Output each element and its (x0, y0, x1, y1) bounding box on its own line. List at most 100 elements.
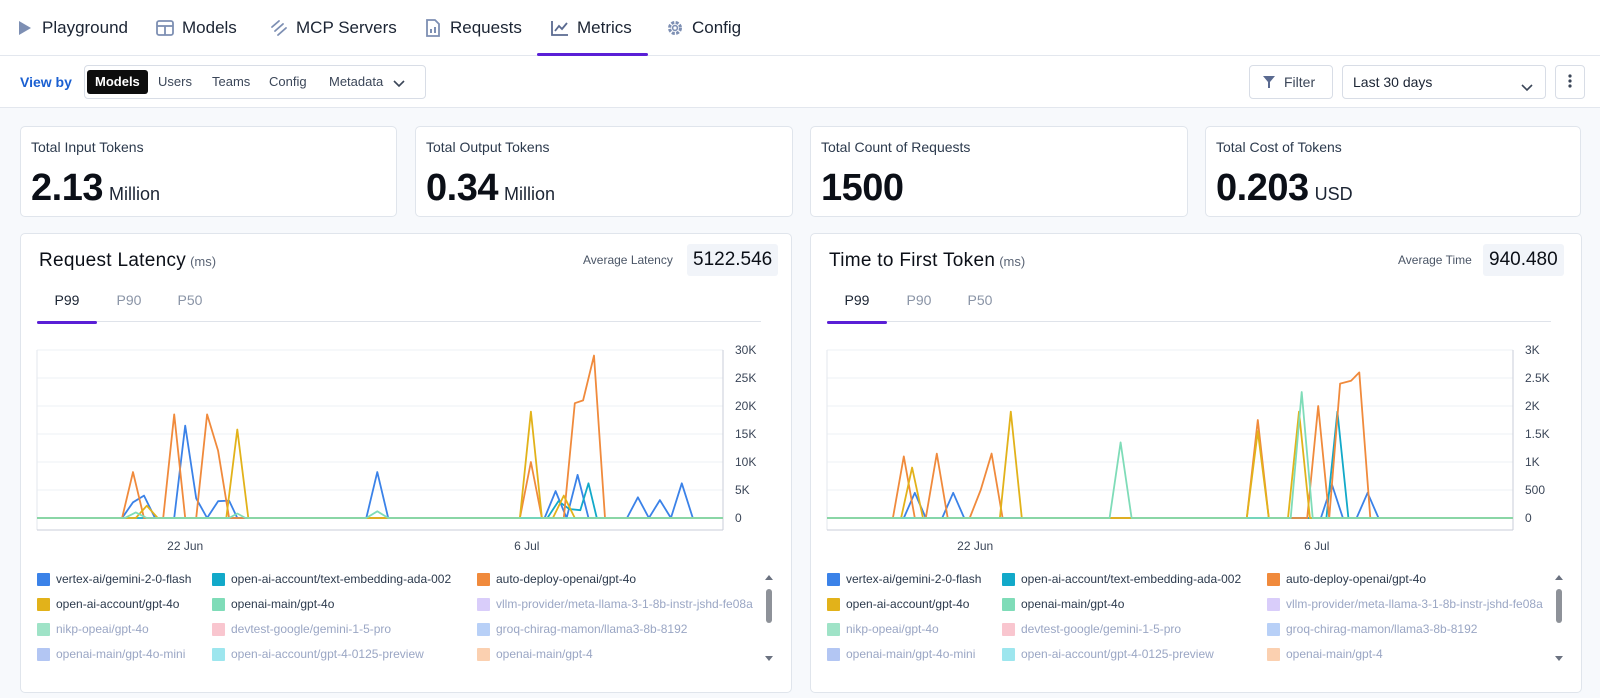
tab-playground[interactable]: Playground (16, 0, 128, 56)
legend-label: openai-main/gpt-4o-mini (56, 647, 186, 661)
legend-label: openai-main/gpt-4o-mini (846, 647, 976, 661)
y-tick-label: 20K (735, 399, 756, 413)
y-tick-label: 2.5K (1525, 371, 1550, 385)
tab-mcp-servers[interactable]: MCP Servers (270, 0, 397, 56)
top-nav: Playground Models MCP Servers Requests M… (0, 0, 1600, 56)
filter-button[interactable]: Filter (1249, 65, 1333, 99)
legend-item[interactable]: devtest-google/gemini-1-5-pro (1002, 622, 1181, 636)
segment-users[interactable]: Users (158, 74, 192, 89)
filter-bar: View by Models Users Teams Config Metada… (0, 56, 1600, 108)
legend-scrollbar[interactable] (763, 573, 775, 663)
tab-config[interactable]: Config (666, 0, 741, 56)
legend-scrollbar[interactable] (1553, 573, 1565, 663)
chart-legend: vertex-ai/gemini-2-0-flash open-ai-accoun… (37, 572, 757, 664)
more-options-button[interactable] (1555, 65, 1585, 99)
legend-item[interactable]: open-ai-account/gpt-4-0125-preview (212, 647, 424, 661)
tab-label: Requests (450, 18, 522, 37)
view-by-label: View by (20, 74, 72, 90)
y-tick-label: 0 (1525, 511, 1532, 525)
percentile-tabs: P99 P90 P50 (37, 282, 761, 324)
grid-icon (156, 19, 174, 37)
ttft-panel: Time to First Token (ms) Average Time 940… (810, 233, 1582, 693)
legend-item[interactable]: vertex-ai/gemini-2-0-flash (827, 572, 981, 586)
scroll-up-icon[interactable] (1555, 575, 1563, 580)
scroll-thumb[interactable] (1556, 589, 1562, 623)
legend-swatch (1267, 597, 1280, 611)
legend-swatch (1002, 597, 1015, 611)
series-line (827, 391, 1513, 519)
series-line (827, 410, 1513, 519)
legend-item[interactable]: open-ai-account/text-embedding-ada-002 (212, 572, 451, 586)
legend-label: open-ai-account/gpt-4o (846, 597, 970, 611)
x-tick-label: 6 Jul (1304, 539, 1329, 553)
y-tick-label: 1.5K (1525, 427, 1550, 441)
filter-label: Filter (1284, 74, 1316, 90)
tab-requests[interactable]: Requests (424, 0, 522, 56)
legend-swatch (1002, 622, 1015, 636)
legend-item[interactable]: nikp-opeai/gpt-4o (827, 622, 939, 636)
legend-item[interactable]: openai-main/gpt-4o-mini (827, 647, 975, 661)
tab-models[interactable]: Models (156, 0, 237, 56)
legend-label: vllm-provider/meta-llama-3-1-8b-instr-js… (496, 597, 753, 611)
series-line (827, 371, 1513, 519)
legend-label: open-ai-account/gpt-4-0125-preview (231, 647, 424, 661)
y-tick-label: 2K (1525, 399, 1540, 413)
segment-teams[interactable]: Teams (212, 74, 251, 89)
legend-item[interactable]: devtest-google/gemini-1-5-pro (212, 622, 391, 636)
tab-label: MCP Servers (296, 18, 397, 37)
chart-legend: vertex-ai/gemini-2-0-flash open-ai-accoun… (827, 572, 1547, 664)
segment-config[interactable]: Config (269, 74, 307, 89)
legend-item[interactable]: auto-deploy-openai/gpt-4o (477, 572, 636, 586)
tab-p90[interactable]: P90 (906, 292, 932, 308)
legend-item[interactable]: vertex-ai/gemini-2-0-flash (37, 572, 191, 586)
legend-item[interactable]: vllm-provider/meta-llama-3-1-8b-instr-js… (477, 597, 753, 611)
segment-metadata[interactable]: Metadata (329, 74, 384, 89)
chevron-down-icon[interactable] (393, 75, 405, 93)
legend-item[interactable]: open-ai-account/gpt-4-0125-preview (1002, 647, 1214, 661)
panel-title-text: Request Latency (39, 250, 187, 271)
scroll-down-icon[interactable] (1555, 656, 1563, 661)
legend-item[interactable]: openai-main/gpt-4o (212, 597, 334, 611)
scroll-down-icon[interactable] (765, 656, 773, 661)
legend-swatch (1267, 572, 1280, 586)
average-value: 5122.546 (687, 244, 779, 276)
view-by-segmented-control: Models Users Teams Config Metadata (84, 65, 426, 99)
tab-p50[interactable]: P50 (967, 292, 993, 308)
legend-item[interactable]: openai-main/gpt-4 (1267, 647, 1383, 661)
legend-label: openai-main/gpt-4 (1286, 647, 1383, 661)
scroll-thumb[interactable] (766, 589, 772, 623)
legend-label: devtest-google/gemini-1-5-pro (231, 622, 392, 636)
tab-p99[interactable]: P99 (37, 292, 97, 324)
y-tick-label: 500 (1525, 483, 1545, 497)
tab-metrics[interactable]: Metrics (537, 0, 648, 56)
percentile-tabs: P99 P90 P50 (827, 282, 1551, 324)
date-range-select[interactable]: Last 30 days (1342, 65, 1546, 99)
scroll-up-icon[interactable] (765, 575, 773, 580)
legend-swatch (212, 622, 225, 636)
legend-item[interactable]: groq-chirag-mamon/llama3-8b-8192 (1267, 622, 1477, 636)
panel-title: Request Latency (ms) (39, 250, 216, 272)
legend-item[interactable]: nikp-opeai/gpt-4o (37, 622, 149, 636)
legend-item[interactable]: auto-deploy-openai/gpt-4o (1267, 572, 1426, 586)
legend-item[interactable]: groq-chirag-mamon/llama3-8b-8192 (477, 622, 687, 636)
legend-item[interactable]: openai-main/gpt-4o (1002, 597, 1124, 611)
request-latency-panel: Request Latency (ms) Average Latency 5122… (20, 233, 792, 693)
gear-icon (666, 19, 684, 37)
tab-p50[interactable]: P50 (177, 292, 203, 308)
series-line (37, 510, 723, 519)
legend-label: openai-main/gpt-4o (231, 597, 335, 611)
tab-p99[interactable]: P99 (827, 292, 887, 324)
legend-item[interactable]: vllm-provider/meta-llama-3-1-8b-instr-js… (1267, 597, 1543, 611)
stat-label: Total Count of Requests (821, 139, 971, 155)
legend-item[interactable]: open-ai-account/gpt-4o (37, 597, 179, 611)
legend-item[interactable]: open-ai-account/text-embedding-ada-002 (1002, 572, 1241, 586)
legend-item[interactable]: openai-main/gpt-4 (477, 647, 593, 661)
legend-swatch (1267, 647, 1280, 661)
legend-item[interactable]: openai-main/gpt-4o-mini (37, 647, 185, 661)
legend-item[interactable]: open-ai-account/gpt-4o (827, 597, 969, 611)
tab-p90[interactable]: P90 (116, 292, 142, 308)
panel-unit: (ms) (190, 254, 217, 269)
segment-models[interactable]: Models (87, 70, 148, 94)
legend-label: openai-main/gpt-4 (496, 647, 593, 661)
legend-swatch (37, 597, 50, 611)
